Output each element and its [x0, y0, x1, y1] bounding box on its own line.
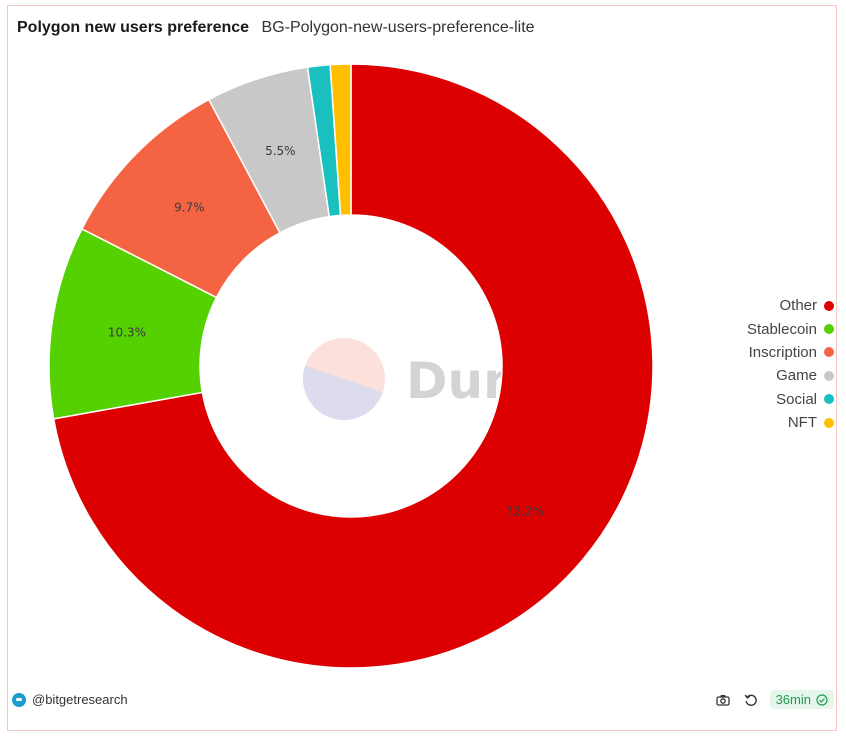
legend-swatch: [824, 347, 834, 358]
refresh-icon[interactable]: [742, 691, 760, 709]
refresh-badge-label: 36min: [775, 692, 811, 707]
slice-nft[interactable]: [329, 63, 352, 217]
footer-actions: 36min: [714, 690, 834, 709]
chart-title: Polygon new users preference: [17, 19, 250, 36]
legend-item-game[interactable]: Game: [674, 364, 834, 387]
legend-swatch: [824, 300, 834, 311]
watermark-logo-bottom: [303, 365, 383, 421]
legend-label: Social: [776, 390, 817, 408]
legend-label: Game: [776, 367, 817, 385]
slice-label-other: 72.2%: [506, 504, 544, 518]
legend-label: Stablecoin: [746, 320, 817, 338]
author-avatar: [12, 692, 26, 707]
legend-label: NFT: [787, 414, 817, 432]
author-handle: @bitgetresearch: [32, 692, 128, 707]
slice-label-stablecoin: 10.3%: [108, 326, 146, 340]
legend-swatch: [824, 394, 834, 405]
legend-label: Other: [779, 297, 817, 315]
legend-item-other[interactable]: Other: [674, 294, 834, 317]
legend-swatch: [824, 370, 834, 381]
slice-label-game: 5.5%: [265, 144, 296, 158]
legend-item-social[interactable]: Social: [674, 388, 834, 411]
legend-swatch: [824, 324, 834, 335]
legend-swatch: [824, 417, 834, 428]
check-circle-icon: [816, 693, 828, 706]
refresh-badge[interactable]: 36min: [769, 690, 834, 709]
legend-label: Inscription: [748, 343, 817, 361]
slice-other[interactable]: [52, 63, 654, 669]
chart-legend: Other Stablecoin Inscription Game Social NFT: [674, 294, 834, 434]
legend-item-nft[interactable]: NFT: [674, 411, 834, 434]
chart-header: Polygon new users preference BG-Polygon-…: [17, 19, 535, 37]
author-tag[interactable]: @bitgetresearch: [12, 692, 128, 707]
slice-label-inscription: 9.7%: [174, 200, 205, 214]
legend-item-stablecoin[interactable]: Stablecoin: [674, 317, 834, 340]
legend-item-inscription[interactable]: Inscription: [674, 341, 834, 364]
camera-icon[interactable]: [714, 691, 732, 709]
query-name[interactable]: BG-Polygon-new-users-preference-lite: [261, 19, 535, 36]
